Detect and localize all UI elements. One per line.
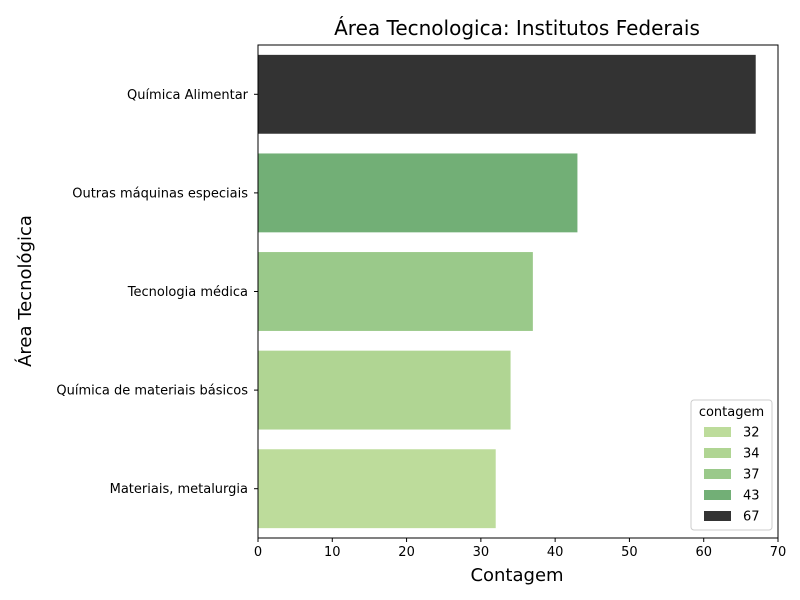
y-tick-label: Química Alimentar <box>127 88 249 103</box>
bar-2 <box>258 252 533 331</box>
x-tick-label: 0 <box>254 545 262 560</box>
y-tick-label: Outras máquinas especiais <box>72 186 248 201</box>
x-tick-label: 50 <box>621 545 638 560</box>
legend-swatch <box>704 511 731 521</box>
x-tick-label: 30 <box>473 545 490 560</box>
bar-1 <box>258 153 577 232</box>
legend-swatch <box>704 427 731 437</box>
legend-title: contagem <box>699 405 764 420</box>
y-tick-label: Materiais, metalurgia <box>110 482 248 497</box>
x-tick-label: 40 <box>547 545 564 560</box>
bar-0 <box>258 55 756 134</box>
legend-entry-label: 43 <box>743 489 760 504</box>
x-axis-label: Contagem <box>470 565 563 586</box>
legend-swatch <box>704 448 731 458</box>
y-tick-label: Química de materiais básicos <box>56 384 248 399</box>
x-tick-label: 10 <box>324 545 341 560</box>
x-tick-label: 60 <box>695 545 712 560</box>
legend-entry-label: 32 <box>743 426 760 441</box>
legend-entry-label: 37 <box>743 468 760 483</box>
legend-swatch <box>704 469 731 479</box>
x-tick-label: 20 <box>398 545 415 560</box>
x-tick-label: 70 <box>770 545 787 560</box>
legend-swatch <box>704 490 731 500</box>
legend-entry-label: 34 <box>743 447 760 462</box>
y-tick-label: Tecnologia médica <box>127 285 248 300</box>
bar-3 <box>258 351 511 430</box>
chart-title: Área Tecnologica: Institutos Federais <box>334 16 700 40</box>
bars-group <box>258 55 756 528</box>
legend-entry-label: 67 <box>743 510 760 525</box>
legend: contagem 32 34 37 43 67 <box>691 400 772 530</box>
bar-4 <box>258 449 496 528</box>
y-axis-label: Área Tecnológica <box>14 215 36 367</box>
